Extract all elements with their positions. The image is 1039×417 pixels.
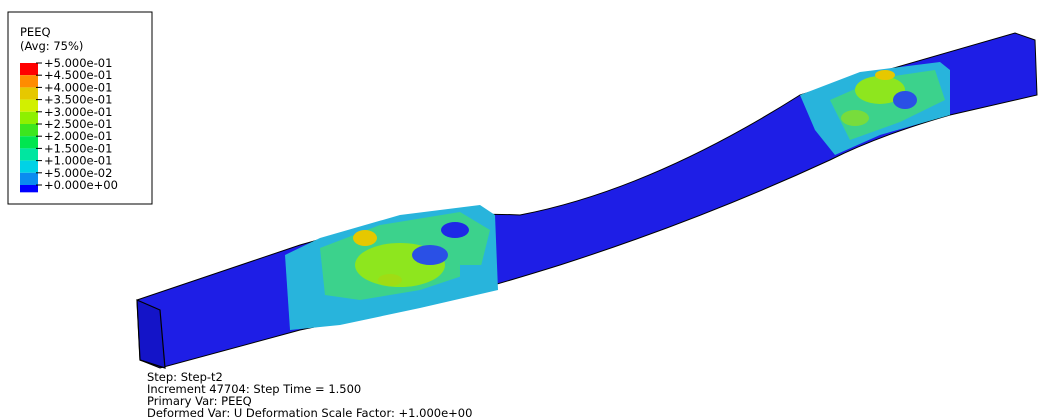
legend-swatch <box>20 124 38 136</box>
legend-swatch <box>20 63 38 75</box>
legend: +5.000e-01+4.500e-01+4.000e-01+3.500e-01… <box>20 56 118 192</box>
legend-swatch <box>20 161 38 173</box>
legend-swatch <box>20 148 38 160</box>
status-deformed: Deformed Var: U Deformation Scale Factor… <box>147 406 472 417</box>
legend-subtitle: (Avg: 75%) <box>20 39 83 53</box>
legend-label: +0.000e+00 <box>44 178 118 192</box>
legend-swatch <box>20 185 38 192</box>
viewport: PEEQ (Avg: 75%) +5.000e-01+4.500e-01+4.0… <box>0 0 1039 417</box>
legend-swatch <box>20 136 38 148</box>
legend-title: PEEQ <box>20 25 51 39</box>
legend-swatch <box>20 75 38 87</box>
legend-swatch <box>20 112 38 124</box>
legend-swatch <box>20 100 38 112</box>
legend-swatch <box>20 87 38 99</box>
page: {"legend": {"title": "PEEQ", "subtitle":… <box>0 0 1039 417</box>
plastic-zone <box>285 205 498 330</box>
legend-swatch <box>20 173 38 185</box>
